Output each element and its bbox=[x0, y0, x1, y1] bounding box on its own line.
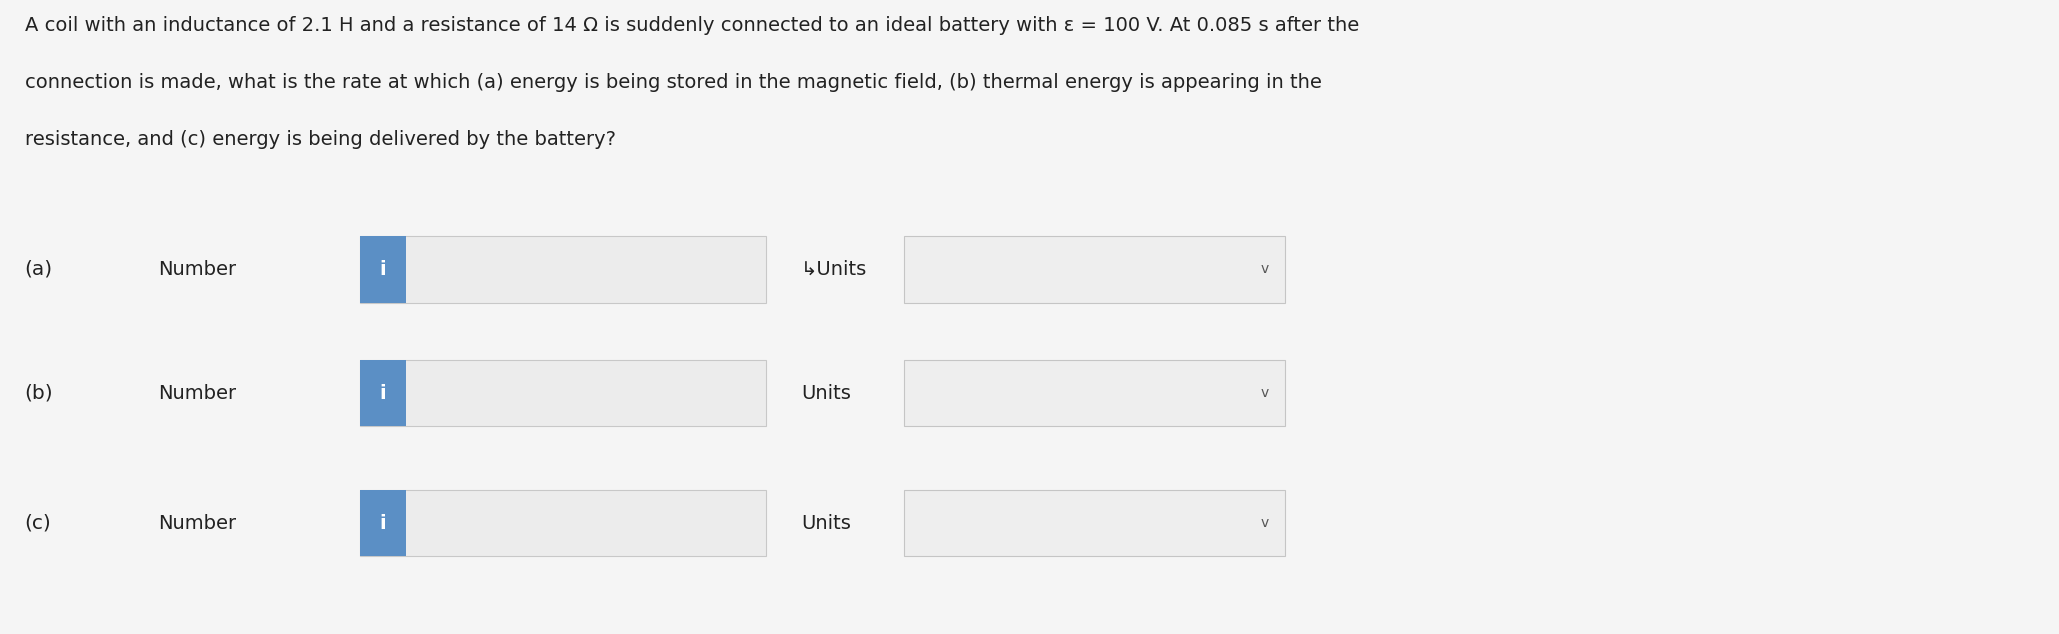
Text: A coil with an inductance of 2.1 H and a resistance of 14 Ω is suddenly connecte: A coil with an inductance of 2.1 H and a… bbox=[25, 16, 1359, 35]
Text: connection is made, what is the rate at which (a) energy is being stored in the : connection is made, what is the rate at … bbox=[25, 73, 1322, 92]
Text: resistance, and (c) energy is being delivered by the battery?: resistance, and (c) energy is being deli… bbox=[25, 130, 616, 149]
Text: Number: Number bbox=[159, 384, 237, 403]
Text: v: v bbox=[1260, 516, 1268, 530]
Text: Number: Number bbox=[159, 514, 237, 533]
Text: v: v bbox=[1260, 386, 1268, 400]
Text: v: v bbox=[1260, 262, 1268, 276]
FancyBboxPatch shape bbox=[360, 360, 406, 426]
Text: i: i bbox=[379, 384, 387, 403]
FancyBboxPatch shape bbox=[360, 236, 766, 303]
FancyBboxPatch shape bbox=[904, 236, 1285, 303]
Text: (c): (c) bbox=[25, 514, 51, 533]
Text: ↳Units: ↳Units bbox=[801, 260, 867, 279]
Text: Units: Units bbox=[801, 514, 850, 533]
Text: i: i bbox=[379, 260, 387, 279]
Text: (b): (b) bbox=[25, 384, 54, 403]
FancyBboxPatch shape bbox=[360, 489, 406, 557]
FancyBboxPatch shape bbox=[360, 360, 766, 426]
FancyBboxPatch shape bbox=[904, 489, 1285, 557]
Text: (a): (a) bbox=[25, 260, 54, 279]
FancyBboxPatch shape bbox=[904, 360, 1285, 426]
Text: i: i bbox=[379, 514, 387, 533]
Text: Units: Units bbox=[801, 384, 850, 403]
FancyBboxPatch shape bbox=[360, 236, 406, 303]
FancyBboxPatch shape bbox=[360, 489, 766, 557]
Text: Number: Number bbox=[159, 260, 237, 279]
